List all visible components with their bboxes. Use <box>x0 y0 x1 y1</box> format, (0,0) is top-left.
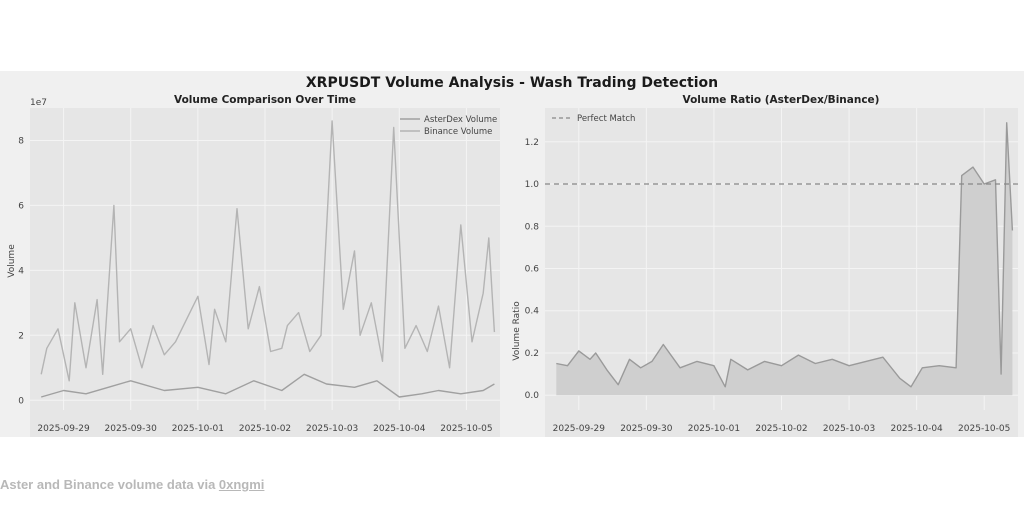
caption-text: Aster and Binance volume data via <box>0 477 219 492</box>
ratio-line <box>556 122 1014 388</box>
x-tick-label: 2025-09-30 <box>620 424 673 434</box>
ratio-legend: Perfect Match <box>552 114 635 124</box>
ratio-series <box>545 122 1018 396</box>
y-tick-label: 2 <box>18 331 24 341</box>
volume-gridlines <box>30 108 500 410</box>
y-tick-label: 0.8 <box>525 222 540 232</box>
y-tick-label: 0.4 <box>525 307 540 317</box>
volume-chart-title: Volume Comparison Over Time <box>174 94 356 106</box>
binance-volume-line <box>40 120 496 382</box>
legend-perfect-match-label: Perfect Match <box>577 114 635 124</box>
volume-y-ticks: 0 2 4 6 8 <box>18 136 24 406</box>
x-tick-label: 2025-09-29 <box>37 424 90 434</box>
y-tick-label: 1.0 <box>525 180 540 190</box>
y-tick-label: 0.2 <box>525 349 539 359</box>
volume-ratio-panel: Volume Ratio (AsterDex/Binance) Volume R… <box>512 94 1018 437</box>
x-tick-label: 2025-10-02 <box>755 424 807 434</box>
volume-series-lines <box>40 120 496 398</box>
x-tick-label: 2025-10-05 <box>440 424 492 434</box>
volume-offset-text: 1e7 <box>30 98 47 108</box>
x-tick-label: 2025-09-30 <box>105 424 158 434</box>
y-tick-label: 0.0 <box>525 391 540 401</box>
ratio-area-fill <box>556 122 1013 396</box>
legend-binance-label: Binance Volume <box>424 127 492 137</box>
x-tick-label: 2025-10-02 <box>239 424 291 434</box>
x-tick-label: 2025-10-04 <box>373 424 426 434</box>
y-tick-label: 8 <box>18 136 24 146</box>
y-tick-label: 1.2 <box>525 138 539 148</box>
y-tick-label: 6 <box>18 201 24 211</box>
volume-legend: AsterDex Volume Binance Volume <box>400 115 497 137</box>
caption-source-link[interactable]: 0xngmi <box>218 477 265 492</box>
figure: XRPUSDT Volume Analysis - Wash Trading D… <box>0 71 1024 437</box>
aster-volume-line <box>41 373 495 398</box>
ratio-x-ticks: 2025-09-29 2025-09-30 2025-10-01 2025-10-02… <box>553 424 1011 434</box>
y-tick-label: 0 <box>18 396 24 406</box>
ratio-y-ticks: 0.0 0.2 0.4 0.6 0.8 1.0 1.2 <box>525 138 540 401</box>
ratio-chart-title: Volume Ratio (AsterDex/Binance) <box>683 94 880 106</box>
y-tick-label: 0.6 <box>525 265 540 275</box>
x-tick-label: 2025-10-01 <box>688 424 740 434</box>
ratio-ylabel: Volume Ratio <box>512 301 522 361</box>
x-tick-label: 2025-10-01 <box>172 424 224 434</box>
x-tick-label: 2025-09-29 <box>553 424 606 434</box>
figure-suptitle: XRPUSDT Volume Analysis - Wash Trading D… <box>306 75 718 91</box>
figure-caption: Aster and Binance volume data via 0xngmi <box>0 477 264 492</box>
volume-ylabel: Volume <box>7 244 17 278</box>
volume-comparison-panel: Volume Comparison Over Time 1e7 Volume 0… <box>7 94 500 437</box>
volume-x-ticks: 2025-09-29 2025-09-30 2025-10-01 2025-10-02… <box>37 424 492 434</box>
x-tick-label: 2025-10-03 <box>823 424 875 434</box>
y-tick-label: 4 <box>18 266 24 276</box>
figure-svg: XRPUSDT Volume Analysis - Wash Trading D… <box>7 75 1018 437</box>
x-tick-label: 2025-10-03 <box>306 424 358 434</box>
x-tick-label: 2025-10-04 <box>890 424 943 434</box>
legend-aster-label: AsterDex Volume <box>424 115 497 125</box>
x-tick-label: 2025-10-05 <box>958 424 1010 434</box>
